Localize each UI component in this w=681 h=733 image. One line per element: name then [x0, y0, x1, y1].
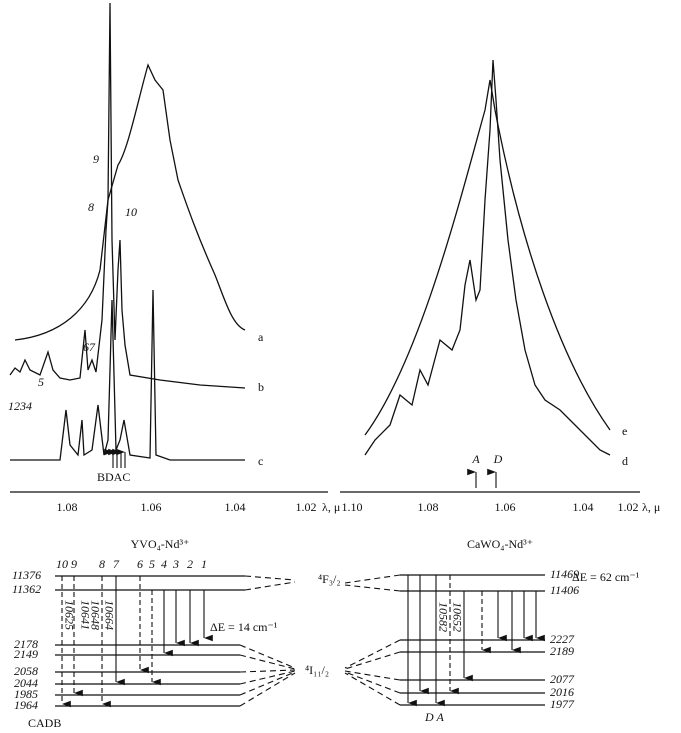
level-label: 11469	[550, 567, 579, 581]
curve-c	[10, 289, 245, 461]
delta-label: ΔE = 62 cm⁻¹	[572, 570, 640, 584]
x-unit: λ, μ	[322, 500, 340, 514]
transition-label: 7	[113, 557, 120, 571]
level-label: 2058	[14, 664, 38, 678]
level-label: 1964	[14, 698, 38, 712]
transition-label: 8	[99, 557, 105, 571]
wavenumber: 10625	[62, 600, 76, 630]
x-tick-label: 1.08	[418, 500, 439, 514]
transition-label: 2	[187, 557, 193, 571]
x-unit: λ, μ	[642, 500, 660, 514]
delta-label: ΔE = 14 cm⁻¹	[210, 620, 278, 634]
x-tick-label: 1.06	[495, 500, 516, 514]
level-label: 2178	[14, 637, 38, 651]
arrow-label: A	[471, 452, 480, 466]
peak-label: 8	[88, 200, 94, 214]
labels: a b c 1234 5 67 8 9 10 BDAC 1.08 1.06 1.…	[8, 152, 660, 730]
wavenumber: 10664	[102, 600, 116, 630]
curve-d	[364, 59, 611, 456]
diagram-title: YVO₄-Nd³⁺	[131, 537, 190, 551]
x-tick-label: 1.08	[57, 500, 78, 514]
arrow-label: D	[493, 452, 503, 466]
x-tick-label: 1.04	[225, 500, 246, 514]
wavenumber: 10582	[436, 602, 450, 632]
peak-label: 67	[83, 340, 96, 354]
left-spectra	[9, 2, 328, 493]
bottom-label: CADB	[28, 716, 61, 730]
x-tick-label: 1.02	[296, 500, 317, 514]
diagram-title: CaWO₄-Nd³⁺	[467, 537, 533, 551]
transition-label: 4	[161, 557, 167, 571]
level-label: 2189	[550, 644, 574, 658]
peak-label: 10	[125, 205, 137, 219]
x-tick-label: 1.06	[141, 500, 162, 514]
curve-label: b	[258, 380, 264, 394]
peak-label: 9	[93, 152, 99, 166]
level-label: 1977	[550, 697, 575, 711]
peak-label: 1234	[8, 399, 32, 413]
peak-label: 5	[38, 375, 44, 389]
level-label: 11376	[12, 568, 41, 582]
curve-label: e	[622, 424, 627, 438]
transition-label: 6	[137, 557, 143, 571]
wavenumber: 10641	[78, 600, 92, 630]
transition-label: 3	[172, 557, 179, 571]
level-label: 2149	[14, 647, 38, 661]
transition-label: 9	[71, 557, 77, 571]
x-tick-label: 1.04	[573, 500, 594, 514]
term-label: ⁴F₃/₂	[318, 572, 341, 586]
transition-label: 5	[149, 557, 155, 571]
right-spectra	[340, 59, 640, 493]
level-label: 11406	[550, 583, 579, 597]
level-label: 2016	[550, 685, 574, 699]
level-label: 2227	[550, 632, 575, 646]
curve-a	[14, 63, 246, 341]
arrows	[104, 448, 126, 468]
level-diagrams	[55, 574, 545, 707]
x-tick-label: 1.10	[342, 500, 363, 514]
curve-b	[9, 2, 246, 389]
transition-label: 10	[56, 557, 68, 571]
curve-label: c	[258, 454, 263, 468]
wavenumber: 10648	[88, 600, 102, 630]
bottom-label: D A	[424, 710, 444, 724]
level-label: 1985	[14, 687, 38, 701]
curve-label: d	[622, 454, 628, 468]
level-label: 11362	[12, 582, 41, 596]
level-label: 2077	[550, 672, 575, 686]
generated-labels: 1137611362217821492058204419851964114691…	[12, 557, 579, 712]
x-tick-label: 1.02	[618, 500, 639, 514]
transition-label: 1	[201, 557, 207, 571]
curve-e	[364, 79, 611, 436]
level-label: 2044	[14, 676, 38, 690]
curve-label: a	[258, 330, 264, 344]
arrow-label: BDAC	[97, 470, 130, 484]
term-label: ⁴I₁₁/₂	[305, 663, 329, 677]
wavenumber: 10652	[450, 602, 464, 632]
